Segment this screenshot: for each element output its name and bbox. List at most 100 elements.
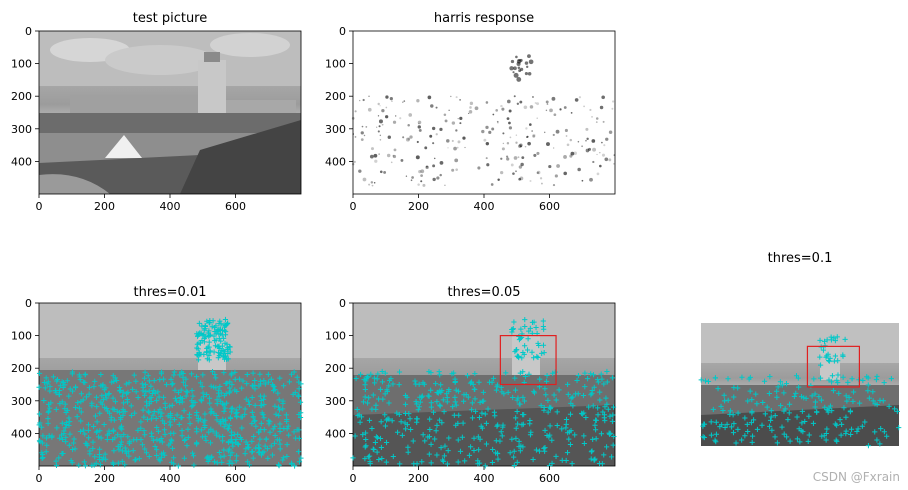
response-point <box>577 167 581 172</box>
corner-marker <box>607 430 613 436</box>
corner-marker <box>243 446 249 452</box>
corner-marker <box>211 410 217 416</box>
response-point <box>485 101 489 104</box>
corner-marker <box>848 431 854 438</box>
corner-marker <box>482 411 488 417</box>
response-point <box>486 163 490 167</box>
corner-marker <box>479 410 485 416</box>
response-point <box>589 108 592 112</box>
corner-marker <box>74 414 80 420</box>
corner-marker <box>817 375 824 381</box>
response-point <box>379 170 383 174</box>
corner-marker <box>185 426 191 432</box>
corner-marker <box>190 393 196 399</box>
response-point <box>409 135 413 139</box>
corner-marker <box>276 407 283 413</box>
corner-marker <box>350 455 356 461</box>
corner-marker <box>111 378 117 384</box>
corner-marker <box>754 426 761 433</box>
corner-marker <box>82 379 88 386</box>
corner-marker <box>702 378 709 384</box>
corner-marker <box>811 376 817 382</box>
corner-marker <box>142 432 148 438</box>
corner-marker <box>47 388 53 394</box>
corner-marker <box>564 449 571 456</box>
response-point <box>545 109 548 112</box>
response-point <box>385 115 389 119</box>
corner-marker <box>494 384 500 390</box>
corner-marker <box>489 459 496 466</box>
corner-marker <box>97 410 103 416</box>
corner-marker <box>582 384 588 390</box>
corner-marker <box>112 435 118 441</box>
corner-marker <box>545 397 551 403</box>
corner-marker <box>159 410 165 416</box>
corner-marker <box>722 398 728 404</box>
corner-marker <box>516 401 522 407</box>
response-point <box>381 123 384 126</box>
corner-marker <box>141 392 148 399</box>
corner-marker <box>67 419 73 425</box>
response-point <box>586 137 589 141</box>
response-point <box>506 157 510 161</box>
corner-marker <box>213 375 219 381</box>
corner-marker <box>284 453 290 460</box>
corner-marker <box>60 379 67 386</box>
corner-marker <box>604 379 610 385</box>
corner-marker <box>376 456 382 463</box>
response-point <box>374 159 378 163</box>
corner-marker <box>261 427 267 433</box>
corner-marker <box>141 414 147 420</box>
response-point <box>591 139 596 143</box>
corner-marker <box>228 406 234 412</box>
corner-marker <box>158 371 165 377</box>
response-point <box>563 171 568 176</box>
corner-marker <box>193 374 200 380</box>
corner-marker <box>452 394 458 400</box>
response-point <box>443 113 447 116</box>
corner-marker <box>386 400 392 406</box>
corner-marker <box>835 372 841 378</box>
corner-marker <box>522 323 528 330</box>
corner-marker <box>818 344 824 350</box>
response-point <box>370 147 374 151</box>
corner-marker <box>183 376 189 382</box>
corner-marker <box>503 370 509 376</box>
corner-marker <box>894 408 900 414</box>
corner-marker <box>379 379 386 385</box>
corner-marker <box>221 453 227 459</box>
response-point <box>447 147 449 149</box>
corner-marker <box>551 392 557 398</box>
corner-marker <box>119 426 125 432</box>
corner-marker <box>261 449 267 455</box>
x-tick-label: 600 <box>539 472 560 485</box>
corner-marker <box>258 452 265 458</box>
corner-marker <box>378 444 385 451</box>
corner-marker <box>97 446 103 452</box>
response-point <box>392 120 397 124</box>
corner-marker <box>143 399 150 405</box>
corner-marker <box>563 416 570 423</box>
corner-marker <box>410 438 416 444</box>
corner-marker <box>142 369 148 375</box>
corner-marker <box>89 462 95 468</box>
corner-marker <box>99 393 105 399</box>
corner-marker <box>57 383 63 389</box>
corner-marker <box>761 378 768 384</box>
response-point <box>516 102 520 105</box>
corner-marker <box>217 318 223 324</box>
corner-marker <box>260 396 267 402</box>
y-tick-label: 300 <box>11 123 32 136</box>
response-point <box>377 115 380 117</box>
corner-marker <box>705 378 712 385</box>
response-point <box>477 166 481 170</box>
corner-marker <box>865 388 871 394</box>
corner-marker <box>428 387 434 393</box>
corner-marker <box>593 436 599 442</box>
corner-marker <box>509 436 515 442</box>
corner-marker <box>377 386 384 392</box>
response-point <box>429 134 433 138</box>
x-tick-label: 200 <box>408 472 429 485</box>
corner-marker <box>455 388 462 394</box>
corner-marker <box>426 451 432 457</box>
